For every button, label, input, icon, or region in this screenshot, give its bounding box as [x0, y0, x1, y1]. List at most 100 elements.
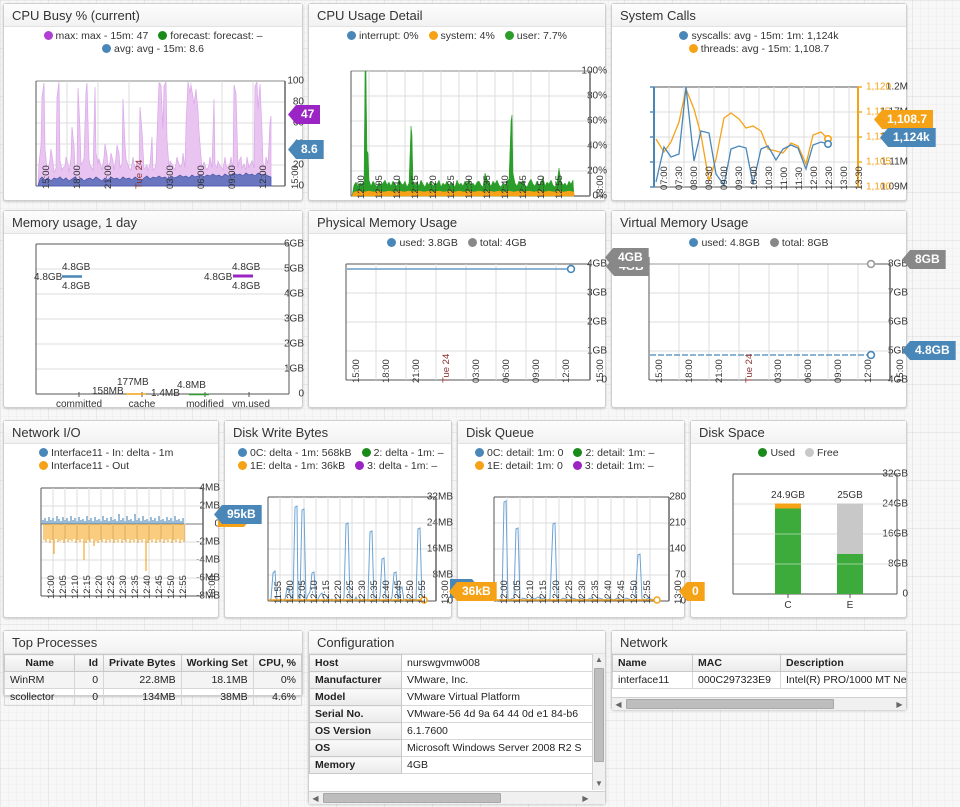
xtick-9: 11:30 — [794, 166, 805, 190]
legend-item-threads[interactable]: threads: avg - 15m: 1,108.7 — [688, 43, 829, 56]
ytick-4: 20 — [292, 159, 304, 171]
col-name[interactable]: Name — [612, 654, 693, 672]
xtick-2: 21:00 — [411, 359, 422, 383]
config-row-serial[interactable]: Serial No. VMware-56 4d 9a 64 44 0d e1 84… — [309, 705, 592, 723]
legend-item-out[interactable]: Interface11 - Out — [39, 460, 129, 473]
col-description[interactable]: Description — [780, 654, 906, 672]
legend-dot-in — [39, 448, 48, 457]
xtick-11: 12:55 — [554, 175, 565, 199]
configuration-horizontal-scrollbar[interactable]: ◀ ▶ — [309, 791, 605, 804]
legend-item-max[interactable]: max: max - 15m: 47 — [43, 30, 148, 43]
xtick-4: 12:20 — [551, 580, 562, 604]
scroll-down-arrow-icon[interactable]: ▼ — [595, 779, 603, 788]
scroll-thumb-horizontal[interactable] — [626, 699, 834, 709]
legend-item-1e[interactable]: 1E: detail: 1m: 0 — [475, 460, 563, 473]
legend-dot-1e — [475, 461, 484, 471]
legend-item-1e[interactable]: 1E: delta - 1m: 36kB — [238, 460, 345, 473]
ytick-right-0: 1,120 — [866, 81, 892, 93]
legend-item-3[interactable]: 3: delta - 1m: – — [355, 460, 437, 473]
total-value-badge[interactable]: 8GB — [902, 250, 946, 269]
xtick-10: 12:45 — [393, 580, 404, 604]
config-value-memory: 4GB — [401, 756, 592, 774]
legend-item-used[interactable]: Used — [758, 447, 795, 460]
xtick-2: 12:10 — [70, 575, 81, 599]
chart-svg-network-io — [40, 487, 204, 597]
threads-value-badge[interactable]: 1,108.7 — [874, 110, 934, 129]
legend-item-user[interactable]: user: 7.7% — [504, 30, 567, 43]
legend-label-used: used: 4.8GB — [701, 237, 760, 249]
scroll-up-arrow-icon[interactable]: ▲ — [595, 655, 603, 664]
config-row-model[interactable]: Model VMware Virtual Platform — [309, 688, 592, 706]
legend-item-total[interactable]: total: 4GB — [467, 237, 527, 250]
disk1e-value-badge[interactable]: 36kB — [449, 582, 497, 601]
col-mac[interactable]: MAC — [692, 654, 781, 672]
config-row-manufacturer[interactable]: Manufacturer VMware, Inc. — [309, 671, 592, 689]
config-row-os-version[interactable]: OS Version 6.1.7600 — [309, 722, 592, 740]
legend-item-3[interactable]: 3: detail: 1m: – — [572, 460, 654, 473]
avg-value-badge[interactable]: 8.6 — [288, 140, 324, 159]
legend-physical-memory: used: 3.8GB total: 4GB — [309, 234, 605, 251]
col-cpu[interactable]: CPU, % — [252, 654, 303, 672]
panel-title-system-calls: System Calls — [612, 4, 906, 27]
legend-item-free[interactable]: Free — [804, 447, 839, 460]
legend-item-in[interactable]: Interface11 - In: delta - 1m — [39, 447, 173, 460]
panel-title-configuration: Configuration — [309, 631, 605, 654]
bar-total-label-c: 24.9GB — [771, 490, 805, 501]
col-name[interactable]: Name — [3, 654, 76, 672]
xtick-2: 08:00 — [689, 166, 700, 190]
col-id[interactable]: Id — [74, 654, 105, 672]
ytick-2: 60% — [586, 115, 607, 127]
xtick-11: 12:30 — [824, 166, 835, 190]
legend-label-0c: 0C: delta - 1m: 568kB — [250, 447, 352, 459]
scroll-left-arrow-icon[interactable]: ◀ — [615, 700, 622, 709]
table-row[interactable]: WinRM 0 22.8MB 18.1MB 0% — [3, 671, 303, 689]
configuration-vertical-scrollbar[interactable]: ▲ ▼ — [592, 654, 605, 790]
max-value-badge[interactable]: 47 — [288, 105, 321, 124]
xtick-5: 12:25 — [106, 575, 117, 599]
legend-item-system[interactable]: system: 4% — [428, 30, 495, 43]
virtual-memory-left-badge[interactable]: 4GB — [605, 248, 649, 267]
legend-item-2[interactable]: 2: delta - 1m: – — [361, 447, 444, 460]
legend-item-avg[interactable]: avg: avg - 15m: 8.6 — [102, 43, 204, 56]
yt0ick-2: 16MB — [426, 543, 453, 555]
scroll-right-arrow-icon[interactable]: ▶ — [582, 794, 589, 803]
panel-memory-day: Memory usage, 1 day 6GB 5GB 4GB 3GB 2GB … — [3, 210, 304, 410]
config-value-os-version: 6.1.7600 — [401, 722, 592, 740]
legend-item-0c[interactable]: 0C: delta - 1m: 568kB — [238, 447, 352, 460]
syscalls-value-badge[interactable]: 1,124k — [880, 128, 936, 147]
used-value-badge[interactable]: 4.8GB — [902, 341, 956, 360]
legend-item-used[interactable]: used: 4.8GB — [689, 237, 760, 250]
disk-queue-zero-badge[interactable]: 0 — [679, 582, 705, 601]
scroll-left-arrow-icon[interactable]: ◀ — [312, 794, 319, 803]
legend-item-total[interactable]: total: 8GB — [769, 237, 829, 250]
panel-title-network: Network — [612, 631, 906, 654]
ytick-4: 0 — [680, 595, 686, 607]
xtick-9: 12:45 — [154, 575, 165, 599]
legend-item-2[interactable]: 2: detail: 1m: – — [573, 447, 654, 460]
plot-physical-memory: 4GB 3GB 2GB 1GB 0 — [309, 252, 607, 409]
disk0c-value-badge[interactable]: 95kB — [214, 505, 262, 524]
legend-item-forecast[interactable]: forecast: forecast: – — [158, 30, 263, 43]
table-row[interactable]: interface11 000C297323E9 Intel(R) PRO/10… — [612, 671, 906, 689]
ytick-left-4: 1.09M — [880, 181, 908, 193]
scroll-thumb-horizontal[interactable] — [323, 793, 501, 803]
col-working-set[interactable]: Working Set — [180, 654, 254, 672]
legend-item-0c[interactable]: 0C: detail: 1m: 0 — [475, 447, 563, 460]
ytick-5: 1GB — [283, 363, 304, 375]
config-row-host[interactable]: Host nurswgvmw008 — [309, 654, 592, 672]
legend-item-interrupt[interactable]: interrupt: 0% — [347, 30, 419, 43]
legend-item-syscalls[interactable]: syscalls: avg - 15m: 1m: 1,124k — [679, 30, 839, 43]
network-table-wrap: Name MAC Description interface11 000C297… — [612, 654, 906, 696]
config-row-os[interactable]: OS Microsoft Windows Server 2008 R2 S — [309, 739, 592, 757]
cell-private-bytes: 134MB — [103, 688, 182, 706]
table-row[interactable]: scollector 0 134MB 38MB 4.6% — [3, 688, 303, 706]
config-row-memory[interactable]: Memory 4GB — [309, 756, 592, 774]
scroll-thumb-vertical[interactable] — [594, 668, 604, 762]
legend-item-used[interactable]: used: 3.8GB — [387, 237, 458, 250]
xtick-4: 09:00 — [719, 166, 730, 190]
network-horizontal-scrollbar[interactable]: ◀ ▶ — [612, 697, 906, 710]
panel-configuration: Configuration Host nurswgvmw008 Manufactu… — [308, 630, 606, 804]
legend-label-3: 3: delta - 1m: – — [367, 460, 438, 473]
scroll-right-arrow-icon[interactable]: ▶ — [896, 700, 903, 709]
col-private-bytes[interactable]: Private Bytes — [103, 654, 182, 672]
